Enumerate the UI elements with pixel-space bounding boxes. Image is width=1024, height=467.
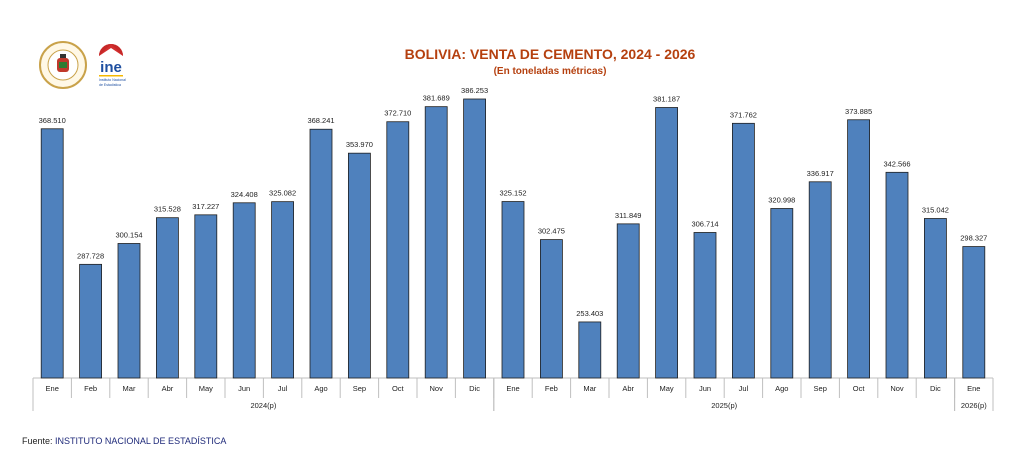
data-label: 342.566 (883, 159, 910, 168)
x-tick-label: Feb (545, 384, 558, 393)
bar (885, 171, 909, 379)
bar (693, 232, 717, 379)
data-label: 386.253 (461, 86, 488, 95)
source-value: INSTITUTO NACIONAL DE ESTADÍSTICA (55, 436, 227, 446)
data-label: 306.714 (691, 219, 718, 228)
bar (347, 152, 371, 379)
data-label: 372.710 (384, 109, 411, 118)
bar (540, 239, 563, 379)
group-label: 2025(p) (711, 401, 737, 410)
x-tick-label: Abr (162, 384, 174, 393)
x-tick-label: May (660, 384, 674, 393)
chart-title: BOLIVIA: VENTA DE CEMENTO, 2024 - 2026 (404, 46, 696, 62)
bar (924, 218, 947, 379)
bar (79, 263, 102, 379)
bar (770, 208, 794, 379)
x-tick-label: Ago (314, 384, 327, 393)
data-label: 353.970 (346, 140, 373, 149)
data-label: 373.885 (845, 107, 872, 116)
data-label: 336.917 (807, 169, 834, 178)
x-tick-label: Feb (84, 384, 97, 393)
x-tick-label: Jun (699, 384, 711, 393)
data-label: 325.082 (269, 189, 296, 198)
bar (232, 202, 256, 379)
data-label: 371.762 (730, 110, 757, 119)
bar (155, 217, 179, 379)
x-tick-label: Sep (814, 384, 827, 393)
data-label: 368.241 (307, 116, 334, 125)
svg-text:de Estadística: de Estadística (99, 83, 121, 87)
data-label: 381.689 (423, 94, 450, 103)
bar (40, 128, 64, 379)
bar (501, 201, 525, 379)
bar (463, 98, 487, 379)
x-tick-label: Nov (430, 384, 444, 393)
bar-chart: 368.510 Ene 287.728 Feb 300.154 Mar 315.528 Abr… (32, 86, 994, 411)
x-tick-label: Ene (46, 384, 59, 393)
bar (655, 107, 678, 379)
x-tick-label: Ago (775, 384, 788, 393)
bar (962, 246, 986, 379)
bar (271, 201, 295, 379)
svg-text:Instituto Nacional: Instituto Nacional (99, 78, 126, 82)
x-tick-label: Nov (890, 384, 904, 393)
data-label: 287.728 (77, 251, 104, 260)
bar (616, 223, 640, 379)
x-tick-label: Oct (392, 384, 405, 393)
bar (386, 121, 410, 379)
x-tick-label: Jun (238, 384, 250, 393)
data-label: 381.187 (653, 95, 680, 104)
bar (309, 128, 333, 379)
chart-subtitle: (En toneladas métricas) (493, 66, 607, 77)
data-label: 311.849 (615, 211, 642, 220)
x-tick-label: Mar (123, 384, 136, 393)
source-label: Fuente: (22, 436, 53, 446)
bar (808, 181, 832, 379)
x-tick-label: Sep (353, 384, 366, 393)
ine-logo: ine Instituto Nacional de Estadística (99, 44, 126, 87)
x-tick-label: Abr (622, 384, 634, 393)
data-label: 320.998 (768, 196, 795, 205)
x-tick-label: Mar (583, 384, 596, 393)
data-label: 302.475 (538, 227, 565, 236)
bar (578, 321, 602, 379)
svg-text:ine: ine (100, 59, 122, 76)
x-tick-label: Dic (469, 384, 480, 393)
data-label: 298.327 (960, 234, 987, 243)
x-tick-label: May (199, 384, 213, 393)
bar (732, 122, 755, 379)
x-tick-label: Jul (739, 384, 749, 393)
data-label: 253.403 (576, 309, 603, 318)
group-label: 2026(p) (961, 401, 987, 410)
data-label: 317.227 (192, 202, 219, 211)
data-label: 368.510 (39, 116, 66, 125)
bar (194, 214, 218, 379)
bar (424, 106, 448, 379)
source-note: Fuente: INSTITUTO NACIONAL DE ESTADÍSTIC… (22, 436, 226, 446)
x-tick-label: Ene (506, 384, 519, 393)
data-label: 300.154 (115, 230, 142, 239)
data-label: 325.152 (499, 189, 526, 198)
bar (847, 119, 870, 379)
x-tick-label: Oct (853, 384, 866, 393)
group-label: 2024(p) (250, 401, 276, 410)
x-tick-label: Ene (967, 384, 980, 393)
data-label: 315.042 (922, 206, 949, 215)
bar (117, 243, 141, 379)
data-label: 324.408 (231, 190, 258, 199)
x-tick-label: Jul (278, 384, 288, 393)
presidency-seal-logo (39, 41, 87, 89)
x-tick-label: Dic (930, 384, 941, 393)
data-label: 315.528 (154, 205, 181, 214)
